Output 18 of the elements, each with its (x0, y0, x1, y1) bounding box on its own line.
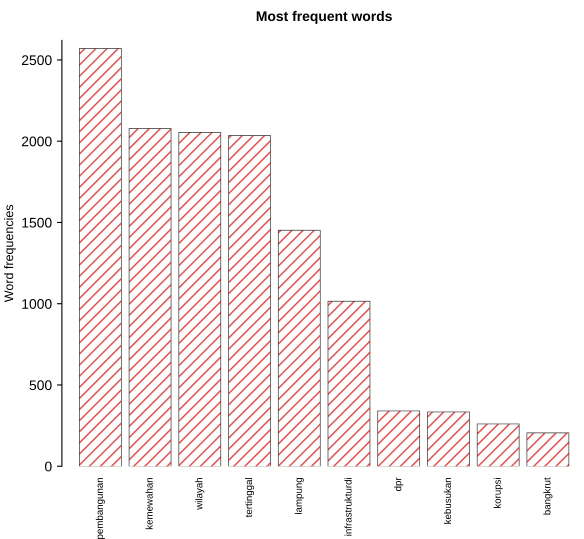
x-tick-label: pembangunan (96, 478, 105, 539)
y-tick-label: 500 (30, 380, 52, 390)
x-tick-label: kemewahan (146, 478, 153, 530)
y-tick-label: 1500 (22, 218, 52, 228)
chart-title: Most frequent words (256, 10, 392, 24)
y-tick-label: 2000 (22, 136, 52, 146)
x-tick-label: tertinggal (245, 478, 254, 518)
x-tick-label: kebusukan (444, 478, 452, 524)
x-tick-label: dpr (394, 478, 404, 491)
y-tick-label: 0 (44, 462, 52, 472)
y-axis-title: Word frequencies (4, 204, 16, 302)
x-tick-label: lampung (294, 478, 304, 514)
x-tick-label: wilayah (195, 478, 204, 510)
x-tick-label: bangkrut (543, 477, 552, 515)
x-tick-label: korupsi (494, 478, 503, 508)
x-tick-label: infrastrukturdi (344, 478, 352, 536)
y-tick-label: 2500 (22, 55, 52, 66)
y-tick-label: 1000 (22, 299, 52, 309)
